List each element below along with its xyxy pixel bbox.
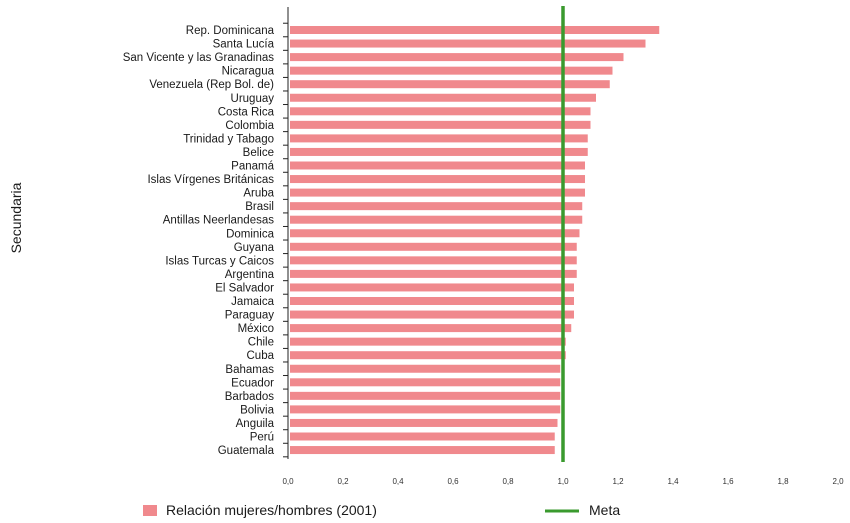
legend: Relación mujeres/hombres (2001) Meta xyxy=(143,502,620,518)
bar-8 xyxy=(290,134,588,143)
category-label-6: Costa Rica xyxy=(218,106,275,118)
bar-11 xyxy=(290,175,585,184)
category-label-1: Santa Lucía xyxy=(213,39,275,51)
category-label-22: México xyxy=(238,323,274,335)
category-label-3: Nicaragua xyxy=(222,66,275,78)
category-label-12: Aruba xyxy=(243,188,274,200)
category-label-4: Venezuela (Rep Bol. de) xyxy=(149,79,274,91)
bar-5 xyxy=(290,93,596,102)
category-label-28: Bolivia xyxy=(240,404,274,416)
bar-18 xyxy=(290,269,577,278)
x-tick-label-3: 0,6 xyxy=(447,477,459,486)
category-label-14: Antillas Neerlandesas xyxy=(163,215,274,227)
x-tick-label-4: 0,8 xyxy=(502,477,514,486)
category-label-20: Jamaica xyxy=(231,296,274,308)
bar-31 xyxy=(290,446,555,455)
bar-12 xyxy=(290,188,585,197)
bar-27 xyxy=(290,391,561,400)
bar-1 xyxy=(290,39,646,48)
category-label-30: Perú xyxy=(250,432,274,444)
category-label-0: Rep. Dominicana xyxy=(186,25,275,37)
bar-14 xyxy=(290,215,583,224)
bar-19 xyxy=(290,283,574,292)
x-tick-label-9: 1,8 xyxy=(777,477,789,486)
bar-24 xyxy=(290,351,566,360)
x-tick-label-2: 0,4 xyxy=(392,477,404,486)
bar-28 xyxy=(290,405,561,414)
category-label-17: Islas Turcas y Caicos xyxy=(165,255,274,267)
legend-swatch-ratio xyxy=(143,505,157,516)
category-label-9: Belice xyxy=(243,147,274,159)
bar-2 xyxy=(290,53,624,62)
category-label-7: Colombia xyxy=(225,120,274,132)
category-label-2: San Vicente y las Granadinas xyxy=(123,52,275,64)
bar-22 xyxy=(290,324,572,333)
bar-10 xyxy=(290,161,585,170)
legend-label-ratio: Relación mujeres/hombres (2001) xyxy=(166,502,377,518)
legend-label-meta: Meta xyxy=(589,502,620,518)
bar-9 xyxy=(290,147,588,156)
bars-layer xyxy=(290,26,660,455)
bar-13 xyxy=(290,202,583,211)
bar-17 xyxy=(290,256,577,265)
x-tick-label-10: 2,0 xyxy=(832,477,844,486)
bar-3 xyxy=(290,66,613,75)
category-label-8: Trinidad y Tabago xyxy=(183,133,274,145)
bar-30 xyxy=(290,432,555,441)
bar-21 xyxy=(290,310,574,319)
x-axis-ticks: 0,0 0,2 0,4 0,6 0,8 1,0 1,2 1,4 1,6 1,8 2,0 xyxy=(282,477,844,486)
category-label-21: Paraguay xyxy=(225,310,274,322)
x-tick-label-0: 0,0 xyxy=(282,477,294,486)
bar-20 xyxy=(290,297,574,305)
category-label-13: Brasil xyxy=(245,201,274,213)
category-label-24: Cuba xyxy=(247,350,275,362)
bar-15 xyxy=(290,229,580,238)
bar-6 xyxy=(290,107,591,116)
x-tick-label-6: 1,2 xyxy=(612,477,624,486)
category-label-10: Panamá xyxy=(231,161,274,173)
x-tick-label-8: 1,6 xyxy=(722,477,734,486)
x-tick-label-1: 0,2 xyxy=(337,477,349,486)
bar-7 xyxy=(290,120,591,129)
bar-16 xyxy=(290,242,577,251)
category-label-19: El Salvador xyxy=(215,282,274,294)
category-label-15: Dominica xyxy=(226,228,275,240)
category-label-16: Guyana xyxy=(234,242,275,254)
category-label-5: Uruguay xyxy=(231,93,275,105)
y-axis xyxy=(283,7,289,460)
category-label-27: Barbados xyxy=(225,391,274,403)
category-label-31: Guatemala xyxy=(218,445,275,457)
y-axis-title: Secundaria xyxy=(8,182,24,253)
bar-25 xyxy=(290,364,561,373)
category-label-23: Chile xyxy=(248,337,274,349)
category-label-29: Anguila xyxy=(236,418,275,430)
category-label-11: Islas Vírgenes Británicas xyxy=(147,174,274,186)
category-label-25: Bahamas xyxy=(225,364,274,376)
x-tick-label-5: 1,0 xyxy=(557,477,569,486)
bar-0 xyxy=(290,26,660,34)
bar-29 xyxy=(290,418,558,427)
bar-23 xyxy=(290,337,566,346)
category-label-26: Ecuador xyxy=(231,377,274,389)
category-label-18: Argentina xyxy=(225,269,275,281)
bar-26 xyxy=(290,378,561,387)
x-tick-label-7: 1,4 xyxy=(667,477,679,486)
bar-4 xyxy=(290,80,610,89)
